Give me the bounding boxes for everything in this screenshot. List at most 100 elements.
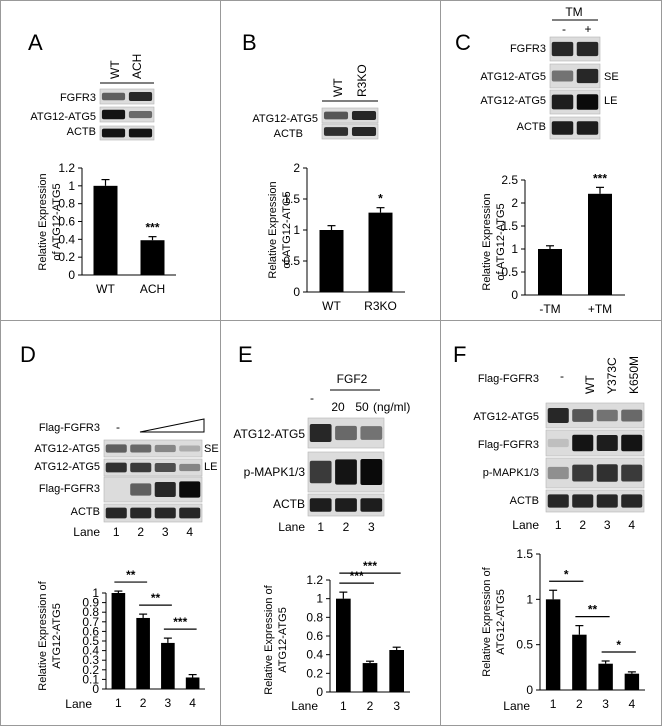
y-axis-label-d-line2: ATG12-ATG5 [51,603,63,669]
x-tick-label: 3 [602,697,609,711]
blot-label-e-p-mapk1-3: p-MAPK1/3 [244,465,306,479]
blot-band [621,494,643,508]
panel-letter-e: E [238,342,253,367]
y-tick-label: 0.7 [82,615,99,629]
exposure-label-d-se: SE [204,443,219,455]
blot-label-e-actb: ACTB [273,497,305,511]
lane-label-b-1: WT [331,78,345,97]
x-tick-label: WT [322,299,341,313]
blot-band [105,444,127,453]
x-tick-label: 1 [340,699,347,713]
y-tick-label: 2.5 [501,173,518,187]
blot-strip [103,458,203,477]
blot-label-c-actb: ACTB [517,121,546,133]
lane-label-f-y373c: Y373C [605,357,619,394]
lane-number: 1 [317,520,324,534]
bar-chart-c: 0 0.5 1 1.5 2 2.5 -TM +TM *** [501,171,625,316]
blot-band [335,425,357,441]
blot-band [576,41,599,57]
y-tick-label: 0.6 [82,624,99,638]
y-tick-label: 1 [316,592,323,606]
lane-label-a-1: WT [108,60,122,79]
blot-band [130,462,152,473]
blot-strip [545,489,645,513]
lane-number: 1 [113,525,120,539]
significance-mark: ** [588,603,598,617]
bar [140,240,165,275]
blot-label-b-atg12-atg5: ATG12-ATG5 [252,113,318,125]
panel-letter-a: A [28,30,43,55]
blot-band [101,128,126,138]
blot-label-e-atg12-atg5: ATG12-ATG5 [233,427,305,441]
y-tick-label: 0.9 [82,596,99,610]
blot-band [154,444,176,453]
blot-band [101,92,126,101]
y-tick-label: 0.8 [58,197,75,211]
x-tick-label: 4 [189,696,196,710]
blot-band [351,111,377,120]
significance-mark: *** [593,171,607,185]
y-axis-label-e-line1: Relative Expression of [263,584,275,694]
y-tick-label: 0.5 [516,638,533,652]
blot-band [335,459,357,485]
blot-band [551,121,574,135]
blot-band [551,94,574,110]
blot-band [596,494,618,508]
bar [362,663,378,692]
blot-band [154,507,176,519]
blot-band [596,409,618,422]
x-tick-label: 1 [550,697,557,711]
lane-mark-e-3: 50 [355,400,369,414]
panel-c: TM - + FGFR3 ATG12-ATG5 ATG12-ATG5 ACTB … [480,5,625,316]
panel-a: WT ACH FGFR3 ATG12-ATG5 ACTB 00.20.40.60… [30,54,176,296]
panel-letter-f: F [453,342,466,367]
treatment-label-c: TM [565,5,582,19]
bar-chart-f: 00.511.51 2 3 4**** [516,547,645,711]
blot-band [547,466,569,480]
blot-band [360,426,383,440]
y-tick-label: 0 [316,685,323,699]
x-tick-label: 2 [576,697,583,711]
blot-label-f-actb: ACTB [510,495,539,507]
blot-band [128,92,153,101]
lane-label-e: Lane [278,520,305,534]
significance-mark: * [564,567,569,581]
y-axis-label-c-line2: of ATG12-ATG5 [495,203,507,280]
y-tick-label: 0.2 [82,663,99,677]
y-tick-label: 1.2 [306,573,323,587]
lane-number: 3 [368,520,375,534]
blot-band [551,41,574,57]
y-axis-label-f-line1: Relative Expression of [481,566,493,676]
lane-label-f-k650m: K650M [627,356,641,394]
blot-band [572,464,594,482]
blot-band [101,109,126,120]
blot-band [572,494,594,508]
lane-label-a-2: ACH [130,54,144,79]
lane-number: 4 [186,525,193,539]
y-tick-label: 0.4 [82,644,99,658]
blot-band [309,424,332,442]
bar [545,599,561,690]
bar-chart-a: 0 0.2 0.4 0.6 0.8 1 1.2 WT ACH *** [58,161,176,296]
blot-band [551,70,574,82]
y-tick-label: 1 [68,179,75,193]
construct-label-d: Flag-FGFR3 [39,422,100,434]
x-tick-label: 2 [140,696,147,710]
x-tick-label: ACH [140,282,165,296]
treatment-label-e: FGF2 [337,372,368,386]
bar [572,634,587,690]
x-tick-label: WT [96,282,115,296]
blot-band [572,409,594,422]
bar [136,617,150,689]
blot-band [130,483,152,496]
significance-mark: *** [145,221,159,235]
western-blot-f [545,402,645,513]
significance-mark: *** [363,559,377,573]
y-tick-label: 0 [92,682,99,696]
blot-band [351,127,377,136]
western-blot-c [549,36,601,140]
blot-label-c-fgfr3: FGFR3 [510,43,546,55]
y-tick-label: 0 [68,268,75,282]
lane-mark-e-1: - [310,391,314,405]
